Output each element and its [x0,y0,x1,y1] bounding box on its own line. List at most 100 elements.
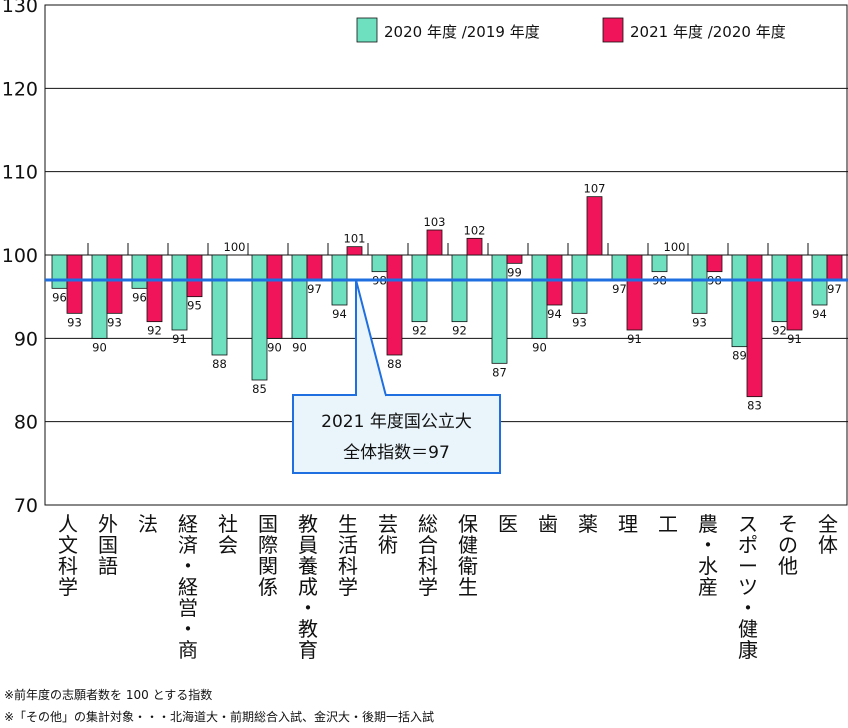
category-label-char: 康 [738,638,758,662]
value-label: 93 [67,315,82,329]
bar [211,254,228,356]
category-label-char: 文 [58,533,78,557]
value-label: 91 [787,332,802,346]
value-label: 94 [547,307,562,321]
value-label: 88 [212,357,227,371]
value-label: 91 [627,332,642,346]
category-label-char: ー [738,554,758,578]
category-label-char: ・ [738,596,758,620]
bar [171,254,188,331]
category-label-char: 係 [258,575,278,599]
bar [626,254,643,331]
value-label: 93 [692,315,707,329]
value-label: 83 [747,399,762,413]
bar [506,254,523,264]
category-label-char: 国 [98,533,118,557]
bar [386,254,403,356]
category-label-char: ・ [178,554,198,578]
category-label-char: 済 [178,533,198,557]
category-label-char: 衛 [458,554,478,578]
category-label-char: 術 [378,533,398,557]
bar [66,254,83,314]
value-label: 90 [532,340,547,354]
category-label-char: 会 [218,533,238,557]
value-label: 93 [107,315,122,329]
category-label-char: 生 [338,512,358,536]
bar [371,254,388,273]
category-label-char: 育 [298,638,318,662]
category-label-char: ・ [698,533,718,557]
y-tick-label: 100 [2,245,38,267]
y-tick-label: 130 [2,0,38,17]
value-label: 95 [187,299,202,313]
value-label: 90 [92,340,107,354]
value-label: 90 [292,340,307,354]
category-label-char: の [778,533,798,557]
value-label: 99 [507,265,522,279]
value-label: 92 [452,324,467,338]
value-label: 101 [344,232,366,246]
category-label-char: ポ [738,533,758,557]
category-label-char: 芸 [378,512,398,536]
bar [106,254,123,314]
legend-label: 2021 年度 /2020 年度 [630,23,786,41]
y-tick-label: 110 [2,162,38,184]
category-label-char: ・ [298,596,318,620]
category-label-char: 科 [58,554,78,578]
category-label-char: 医 [498,512,518,536]
value-label: 94 [332,307,347,321]
category-label-char: 学 [58,575,78,599]
category-label-char: 学 [418,575,438,599]
category-label-char: ツ [738,575,758,599]
bar [51,254,68,289]
category-label-char: 健 [458,533,478,557]
bar [131,254,148,289]
y-tick-label: 90 [14,328,38,350]
category-label-char: ・ [178,617,198,641]
value-label: 89 [732,349,747,363]
value-label: 100 [664,240,686,254]
bar [746,254,763,398]
category-label-char: 農 [698,512,718,536]
bar [266,254,283,339]
callout-pointer [355,279,387,397]
category-label-char: 科 [338,554,358,578]
category-label-char: 経 [178,575,198,599]
category-label-char: 商 [178,638,198,662]
bar [786,254,803,331]
category-label-char: 生 [458,575,478,599]
category-label-char: 水 [698,554,718,578]
bar [306,254,323,281]
category-label-char: 語 [98,554,118,578]
bar [466,237,483,256]
bar [691,254,708,314]
bar [251,254,268,381]
bar [571,254,588,314]
value-label: 102 [464,223,486,237]
category-label-char: 体 [818,533,838,557]
y-tick-label: 80 [14,412,38,434]
category-label-char: 総 [418,512,438,536]
value-label: 88 [387,357,402,371]
bar [611,254,628,281]
category-label-char: 成 [298,575,318,599]
bar [146,254,163,323]
gridlines [44,4,848,506]
bar [731,254,748,348]
bar [586,196,603,256]
category-label-char: 国 [258,512,278,536]
legend: 2020 年度 /2019 年度 2021 年度 /2020 年度 [356,17,786,43]
value-label: 96 [132,290,147,304]
category-label-char: 社 [218,512,238,536]
category-label-char: 活 [338,533,358,557]
category-label-char: 教 [298,617,318,641]
value-label: 93 [572,315,587,329]
category-label-char: 科 [418,554,438,578]
bar [706,254,723,273]
category-label-char: 産 [698,575,718,599]
category-label-char: 養 [298,554,318,578]
value-label: 92 [147,324,162,338]
